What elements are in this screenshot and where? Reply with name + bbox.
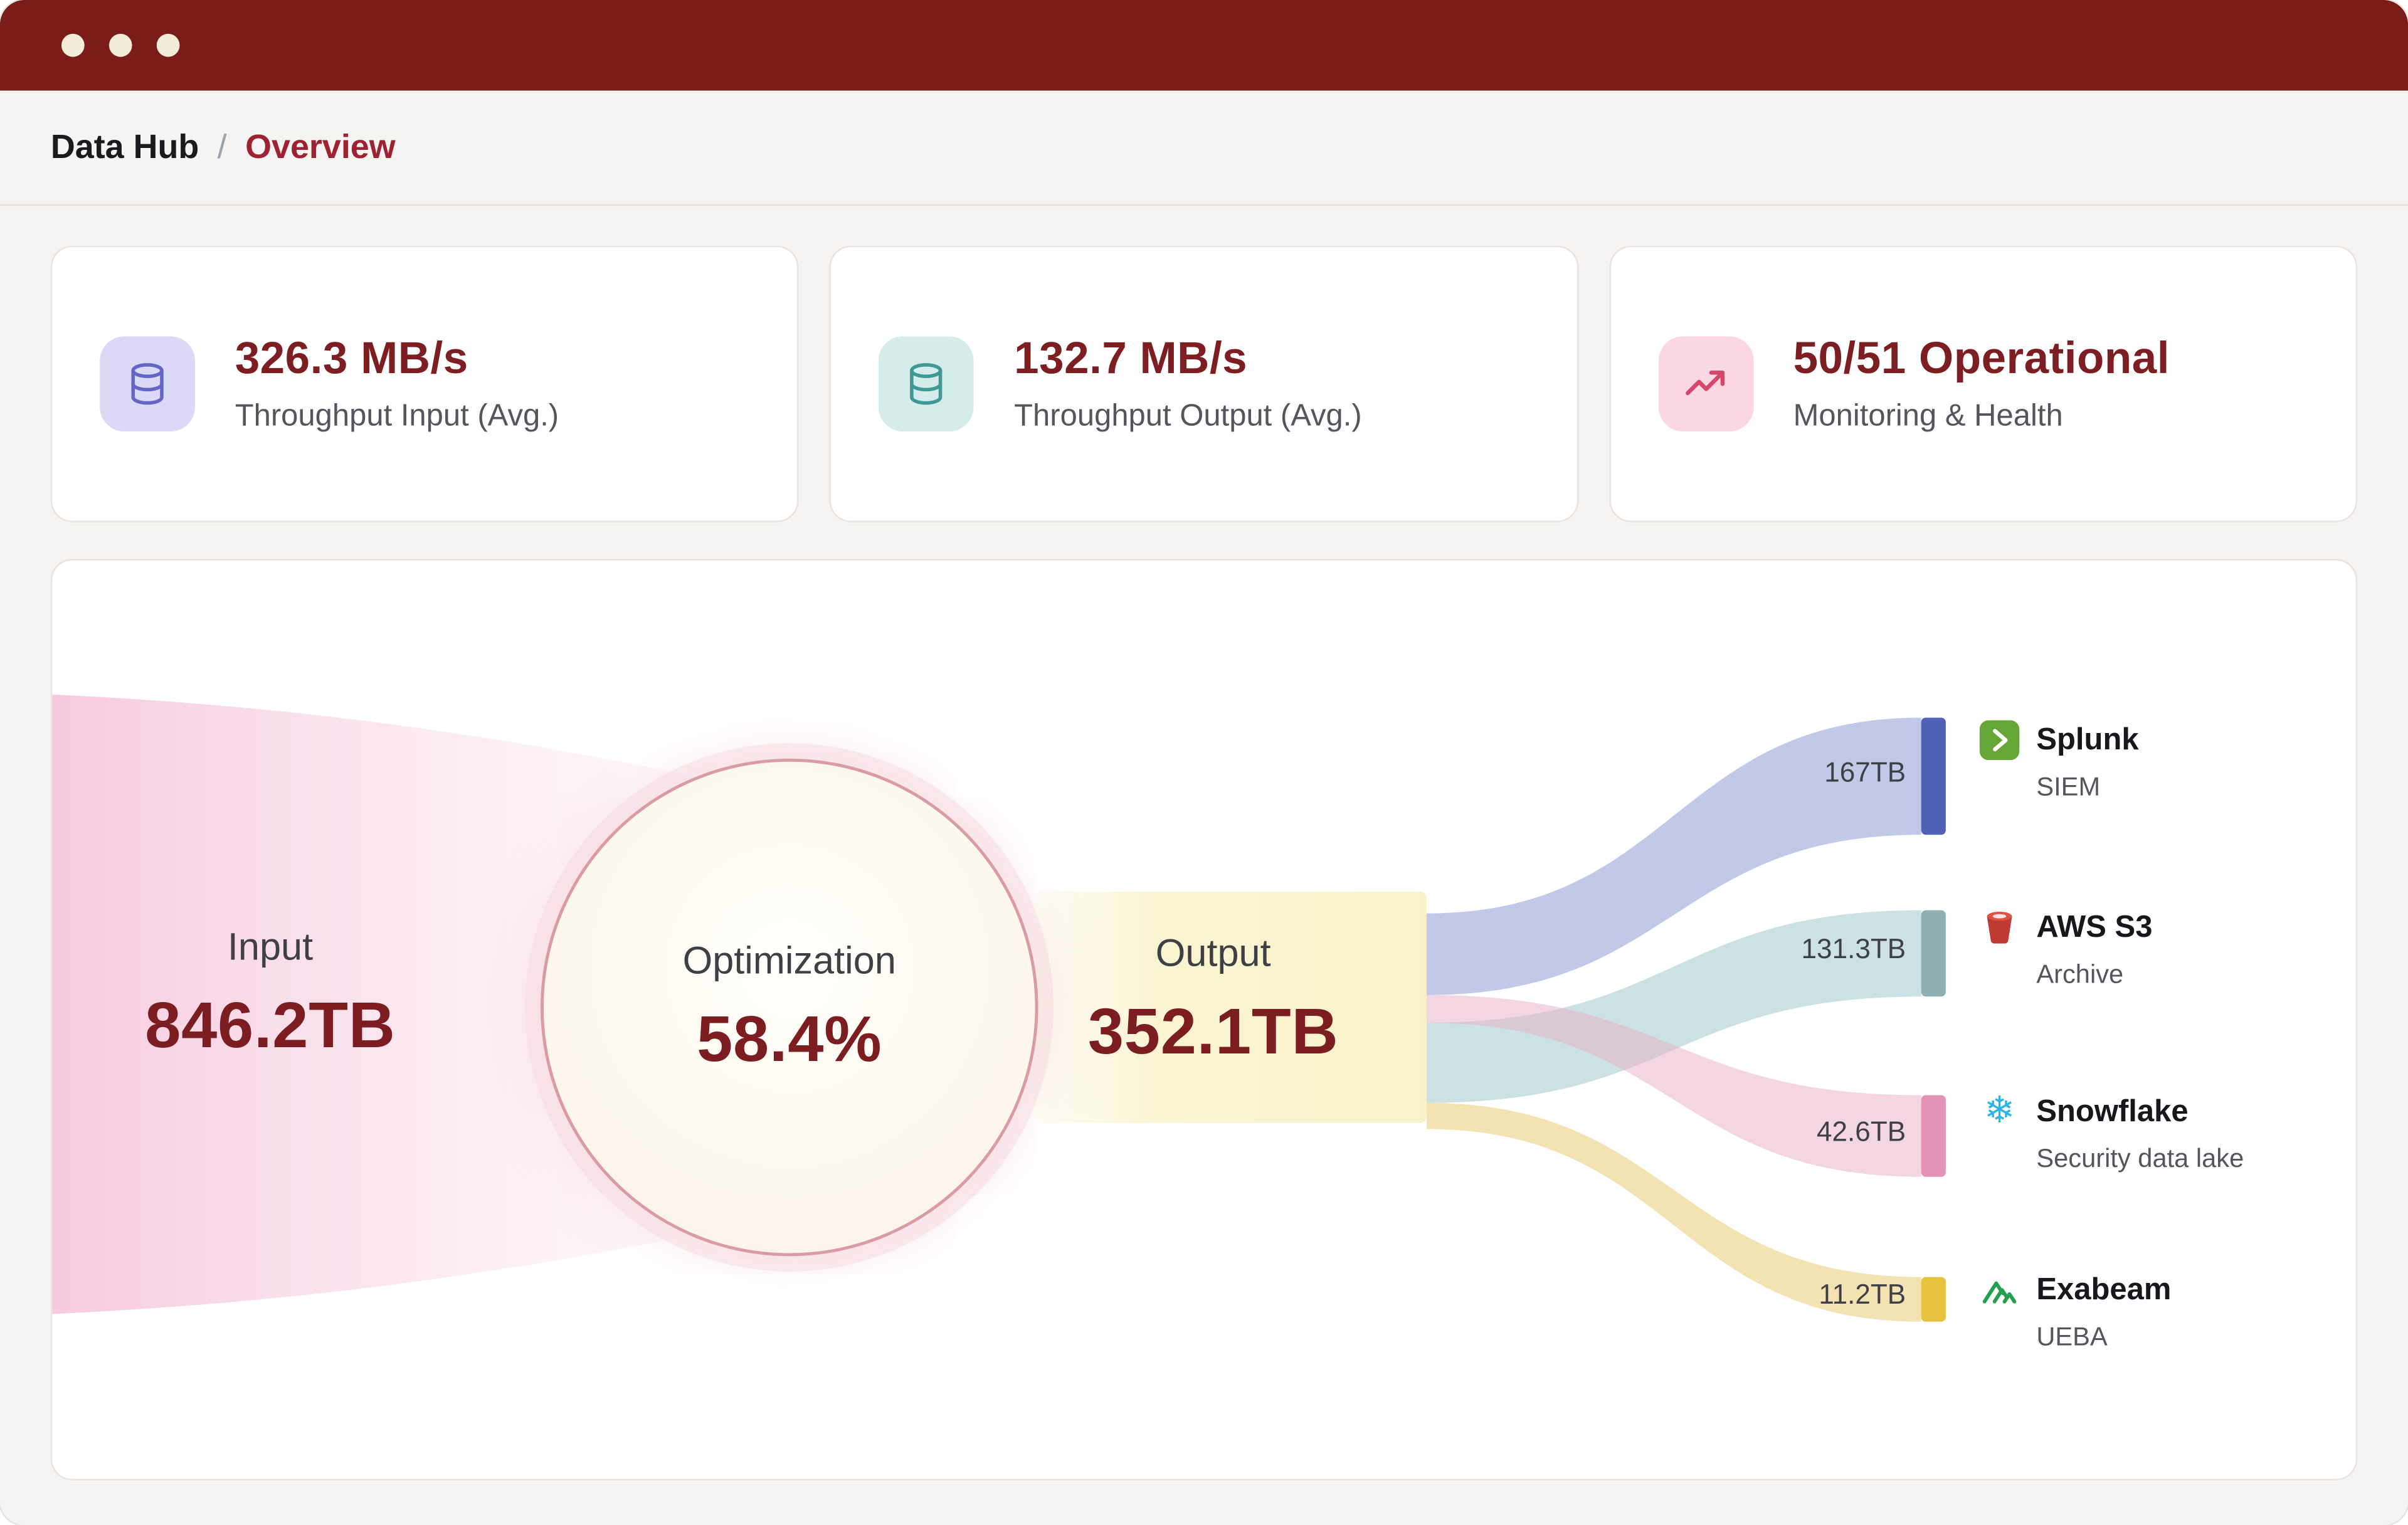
stat-label: Throughput Output (Avg.)	[1014, 398, 1362, 433]
bar-aws-s3	[1921, 910, 1946, 997]
bar-exabeam	[1921, 1277, 1946, 1322]
aws-s3-icon	[1980, 907, 2020, 947]
optimization-node: Optimization 58.4%	[541, 758, 1038, 1257]
stat-card-throughput-input: 326.3 MB/s Throughput Input (Avg.)	[50, 245, 800, 522]
stat-card-text: 132.7 MB/s Throughput Output (Avg.)	[1014, 334, 1362, 434]
destination-snowflake: ❄ Snowflake Security data lake	[1980, 1090, 2244, 1174]
amount-splunk: 167TB	[1824, 757, 1906, 788]
stat-label: Throughput Input (Avg.)	[235, 398, 559, 433]
amount-exabeam: 11.2TB	[1819, 1279, 1906, 1310]
ribbon-splunk	[1427, 717, 1921, 995]
breadcrumb-separator: /	[217, 127, 227, 166]
stat-card-monitoring-health: 50/51 Operational Monitoring & Health	[1608, 245, 2358, 522]
destination-aws-s3: AWS S3 Archive	[1980, 907, 2152, 990]
pipeline-flow-card: Input 846.2TB Optimization 58.4% Output …	[50, 559, 2358, 1480]
destination-name: Snowflake	[2036, 1095, 2189, 1129]
destination-name: Exabeam	[2036, 1273, 2172, 1307]
output-node	[1035, 892, 1427, 1123]
destination-type: Archive	[2036, 959, 2124, 989]
stat-label: Monitoring & Health	[1793, 398, 2063, 433]
window-control-dot[interactable]	[108, 33, 132, 57]
destination-type: SIEM	[2036, 772, 2101, 802]
stat-value: 132.7 MB/s	[1014, 334, 1248, 384]
breadcrumb: Data Hub / Overview	[0, 90, 2408, 206]
window-control-dot[interactable]	[156, 33, 180, 57]
amount-snowflake: 42.6TB	[1817, 1116, 1906, 1148]
database-icon	[100, 336, 196, 432]
breadcrumb-parent[interactable]: Data Hub	[50, 127, 199, 166]
stat-value: 50/51 Operational	[1793, 334, 2170, 384]
input-node-label: Input 846.2TB	[86, 926, 455, 1063]
bar-splunk	[1921, 717, 1946, 835]
splunk-icon	[1979, 720, 2020, 761]
stat-card-text: 50/51 Operational Monitoring & Health	[1793, 334, 2170, 434]
optimization-value: 58.4%	[697, 1001, 882, 1075]
destination-text: Exabeam UEBA	[2036, 1270, 2171, 1353]
output-label: Output	[1155, 932, 1271, 976]
optimization-label: Optimization	[682, 939, 896, 983]
destination-type: UEBA	[2036, 1322, 2108, 1352]
output-node-label: Output 352.1TB	[1029, 932, 1398, 1069]
stat-card-throughput-output: 132.7 MB/s Throughput Output (Avg.)	[830, 245, 1578, 522]
exabeam-icon	[1980, 1270, 2020, 1310]
input-label: Input	[227, 926, 314, 969]
window-control-dot[interactable]	[61, 33, 85, 57]
destination-text: AWS S3 Archive	[2036, 907, 2152, 990]
stats-row: 326.3 MB/s Throughput Input (Avg.) 132.7…	[0, 206, 2408, 522]
destination-text: Splunk SIEM	[2036, 720, 2138, 803]
trend-up-icon	[1658, 336, 1753, 432]
input-value: 846.2TB	[145, 989, 396, 1062]
breadcrumb-current[interactable]: Overview	[245, 127, 396, 166]
destination-name: AWS S3	[2036, 910, 2153, 945]
stat-card-text: 326.3 MB/s Throughput Input (Avg.)	[235, 334, 559, 434]
ribbon-exabeam	[1427, 1102, 1921, 1322]
stat-value: 326.3 MB/s	[235, 334, 468, 384]
destination-type: Security data lake	[2036, 1144, 2244, 1174]
snowflake-icon: ❄	[1983, 1090, 2015, 1132]
output-value: 352.1TB	[1087, 995, 1339, 1068]
ribbon-aws-s3	[1427, 910, 1921, 1103]
destination-exabeam: Exabeam UEBA	[1980, 1270, 2171, 1353]
bar-snowflake	[1921, 1095, 1946, 1177]
destination-splunk: Splunk SIEM	[1979, 720, 2139, 803]
ribbon-snowflake	[1427, 995, 1921, 1177]
database-icon	[879, 336, 974, 432]
destination-text: Snowflake Security data lake	[2036, 1092, 2244, 1174]
amount-aws-s3: 131.3TB	[1801, 933, 1906, 964]
destination-name: Splunk	[2036, 723, 2139, 757]
titlebar	[0, 0, 2408, 91]
